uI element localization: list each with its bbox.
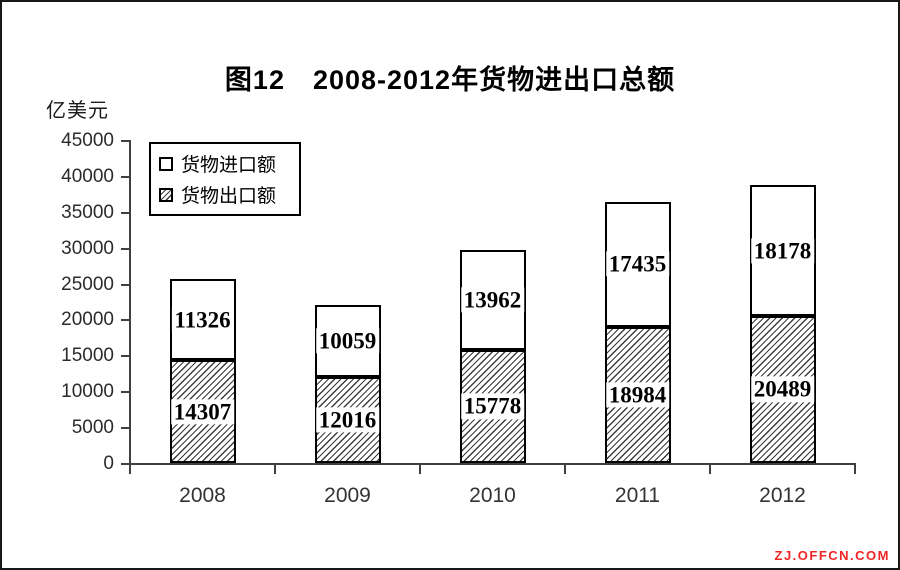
y-tick-label: 40000: [61, 165, 114, 187]
y-axis-tick: [121, 175, 129, 178]
y-axis-tick: [121, 463, 129, 465]
bar-value-label-exports: 15778: [460, 393, 525, 420]
legend-item-exports: 货物出口额: [159, 181, 291, 208]
legend-marker-exports: [159, 187, 173, 202]
x-category-label: 2010: [469, 484, 516, 507]
bar-value-label-exports: 14307: [170, 398, 235, 425]
x-category-label: 2011: [614, 484, 661, 507]
y-tick-label: 15000: [61, 345, 114, 367]
bar-value-label-exports: 20489: [750, 376, 815, 403]
x-category-label: 2008: [179, 484, 226, 507]
x-axis-tick: [854, 465, 856, 474]
legend-marker-imports: [159, 156, 173, 171]
y-axis-tick: [121, 247, 129, 250]
y-tick-label: 45000: [61, 130, 114, 151]
bar-value-label-exports: 12016: [315, 407, 380, 433]
x-axis-tick: [564, 465, 566, 474]
x-axis: [129, 463, 856, 465]
x-category-label: 2012: [759, 484, 806, 507]
y-axis-tick: [121, 427, 129, 430]
x-axis-tick: [419, 465, 421, 474]
y-tick-label: 25000: [61, 273, 114, 295]
bar-value-label-imports: 10059: [315, 327, 380, 354]
y-axis: [129, 140, 131, 465]
legend-label-imports: 货物进口额: [181, 155, 277, 176]
y-tick-label: 30000: [61, 237, 114, 259]
y-axis-tick: [121, 283, 129, 286]
x-axis-tick: [129, 465, 131, 474]
x-category-label: 2009: [324, 484, 371, 507]
y-axis-unit-label: 亿美元: [46, 100, 109, 122]
y-axis-tick: [121, 319, 129, 322]
y-axis-tick: [121, 211, 129, 214]
chart-title: 图12 2008-2012年货物进出口总额: [224, 65, 676, 95]
legend-label-exports: 货物出口额: [181, 186, 277, 207]
y-axis-tick: [121, 140, 129, 142]
x-axis-tick: [709, 465, 711, 474]
legend-item-imports: 货物进口额: [159, 150, 291, 177]
y-tick-label: 5000: [71, 417, 114, 439]
bar-value-label-imports: 18178: [750, 238, 815, 264]
bar-value-label-imports: 17435: [605, 251, 670, 277]
y-axis-tick: [121, 355, 129, 358]
y-tick-label: 35000: [61, 201, 114, 223]
legend: 货物进口额 货物出口额: [149, 142, 301, 216]
bar-value-label-exports: 18984: [605, 382, 670, 408]
y-axis-tick: [121, 391, 129, 394]
y-tick-label: 10000: [61, 381, 114, 403]
bar-value-label-imports: 13962: [460, 286, 525, 313]
y-tick-label: 20000: [61, 309, 114, 331]
y-tick-label: 0: [103, 453, 114, 474]
watermark: ZJ.OFFCN.COM: [774, 548, 890, 563]
x-axis-tick: [274, 465, 276, 474]
bar-value-label-imports: 11326: [171, 307, 234, 333]
